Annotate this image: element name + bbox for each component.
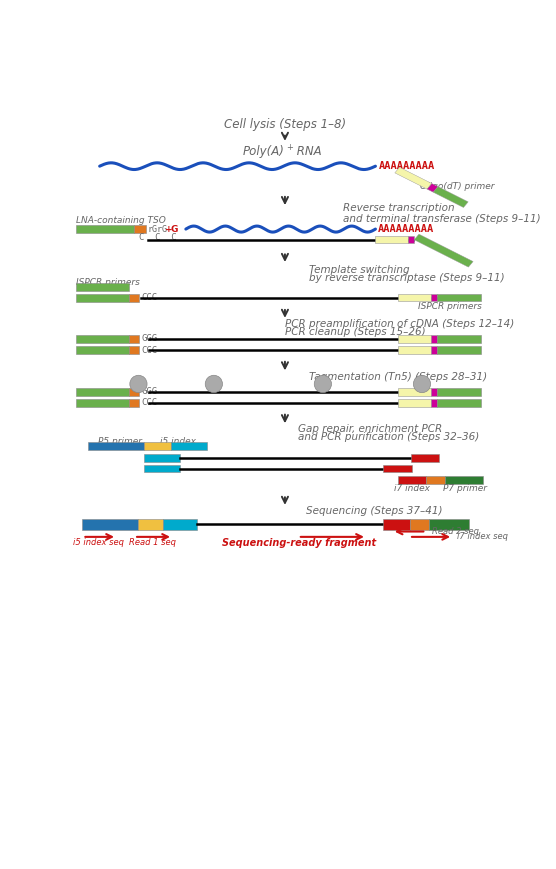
Text: RNA: RNA [292, 144, 321, 157]
Bar [438, 388, 480, 395]
Ellipse shape [130, 375, 147, 393]
Text: C  C  C: C C C [140, 233, 177, 242]
Bar [398, 346, 431, 354]
Text: PCR preamplification of cDNA (Steps 12–14): PCR preamplification of cDNA (Steps 12–1… [285, 320, 514, 329]
Text: Reverse transcription
and terminal transferase (Steps 9–11): Reverse transcription and terminal trans… [343, 202, 541, 224]
Text: +: + [286, 143, 292, 151]
Text: PCR cleanup (Steps 15–26): PCR cleanup (Steps 15–26) [285, 327, 425, 337]
Bar [398, 475, 426, 484]
Bar [145, 465, 180, 473]
Polygon shape [433, 187, 468, 208]
Text: AAAAAAAAA: AAAAAAAAA [379, 161, 435, 171]
Text: Template switching: Template switching [309, 265, 409, 275]
Bar [145, 454, 180, 461]
Bar [138, 520, 162, 529]
Text: and PCR purification (Steps 32–36): and PCR purification (Steps 32–36) [298, 432, 479, 441]
Text: i5 index: i5 index [160, 437, 196, 446]
Ellipse shape [314, 375, 331, 393]
Bar [411, 454, 439, 461]
Bar [82, 520, 138, 529]
Text: Sequencing (Steps 37–41): Sequencing (Steps 37–41) [306, 506, 443, 516]
Bar [429, 520, 469, 529]
Text: Tagmentation (Tn5) (Steps 28–31): Tagmentation (Tn5) (Steps 28–31) [309, 372, 486, 381]
Bar [88, 441, 145, 449]
Polygon shape [395, 167, 432, 189]
Text: rGrG: rGrG [148, 224, 168, 234]
Bar [431, 346, 438, 354]
Text: i7 index: i7 index [395, 484, 430, 493]
Text: by reverse transcriptase (Steps 9–11): by reverse transcriptase (Steps 9–11) [309, 273, 504, 282]
Bar [431, 295, 438, 301]
Text: Oligo(dT) primer: Oligo(dT) primer [420, 182, 494, 191]
Text: Poly(A): Poly(A) [243, 144, 285, 157]
Bar [76, 399, 128, 407]
Text: GGG: GGG [141, 335, 157, 343]
Bar [398, 388, 431, 395]
Bar [410, 520, 429, 529]
Bar [128, 294, 140, 302]
Text: i5 index seq: i5 index seq [73, 538, 125, 547]
Bar [438, 335, 480, 343]
Bar [76, 225, 134, 233]
Text: ISPCR primers: ISPCR primers [419, 302, 482, 311]
Bar [171, 441, 206, 449]
Bar [375, 236, 408, 243]
Text: Cell lysis (Steps 1–8): Cell lysis (Steps 1–8) [224, 118, 346, 131]
Bar [383, 520, 410, 529]
Bar [383, 465, 411, 473]
Bar [76, 294, 128, 302]
Bar [438, 295, 480, 301]
Polygon shape [427, 183, 438, 192]
Text: G: G [170, 224, 178, 234]
Ellipse shape [413, 375, 430, 393]
Bar [398, 295, 431, 301]
Text: LNA-containing TSO: LNA-containing TSO [76, 216, 166, 225]
Text: Read 2 seq: Read 2 seq [433, 527, 479, 536]
Ellipse shape [205, 375, 222, 393]
Bar [76, 346, 128, 354]
Text: +: + [165, 224, 172, 234]
Polygon shape [414, 234, 473, 267]
Bar [408, 236, 414, 243]
Bar [128, 346, 140, 354]
Text: Sequencing-ready fragment: Sequencing-ready fragment [222, 538, 376, 547]
Bar [431, 335, 438, 343]
Text: i7 index seq: i7 index seq [458, 533, 508, 541]
Bar [128, 335, 140, 343]
Text: P7 primer: P7 primer [443, 484, 486, 493]
Bar [445, 475, 483, 484]
Bar [438, 399, 480, 407]
Bar [76, 388, 128, 395]
Bar [162, 520, 197, 529]
Bar [128, 388, 140, 395]
Text: CCC: CCC [141, 294, 157, 302]
Bar [134, 225, 146, 233]
Text: Read 1 seq: Read 1 seq [129, 538, 176, 547]
Bar [426, 475, 445, 484]
Bar [76, 283, 128, 290]
Bar [438, 346, 480, 354]
Text: Gap repair, enrichment PCR: Gap repair, enrichment PCR [298, 424, 442, 434]
Bar [431, 399, 438, 407]
Text: GGG: GGG [141, 388, 157, 396]
Text: P5 primer: P5 primer [98, 437, 142, 446]
Bar [145, 441, 171, 449]
Text: CCC: CCC [141, 346, 157, 355]
Bar [431, 388, 438, 395]
Text: ISPCR primers: ISPCR primers [76, 278, 140, 287]
Bar [398, 335, 431, 343]
Text: AAAAAAAAA: AAAAAAAAA [378, 224, 434, 234]
Bar [398, 399, 431, 407]
Text: CCC: CCC [141, 398, 157, 408]
Bar [128, 399, 140, 407]
Bar [76, 335, 128, 343]
